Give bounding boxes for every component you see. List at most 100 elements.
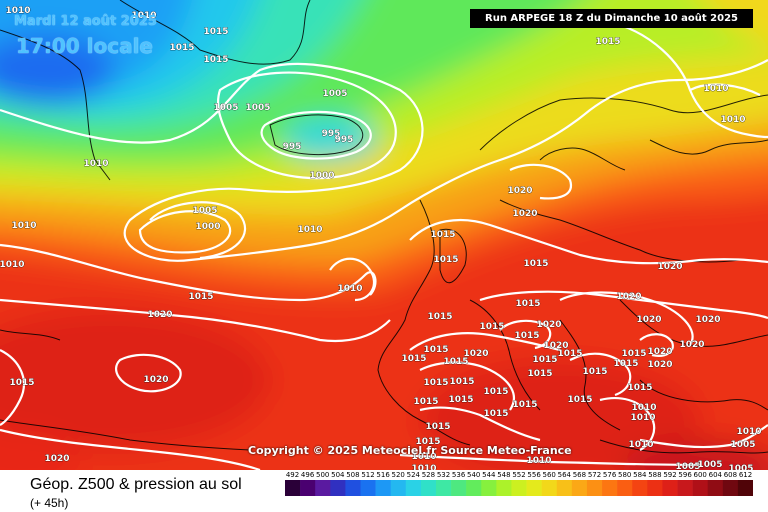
legend-swatch — [541, 480, 558, 496]
isobar-label: 1015 — [425, 422, 450, 432]
legend-value: 508 — [346, 471, 360, 479]
isobar-label: 1005 — [730, 440, 755, 450]
legend-swatch — [677, 480, 693, 496]
legend-value: 604 — [708, 471, 722, 479]
legend-swatch — [586, 480, 603, 496]
legend-swatch — [496, 480, 512, 496]
isobar-label: 1010 — [11, 221, 36, 231]
legend-value: 580 — [618, 471, 632, 479]
legend-value: 612 — [738, 471, 753, 479]
isobar-label: 1020 — [647, 360, 672, 370]
legend-value: 584 — [633, 471, 647, 479]
isobar-label: 995 — [322, 129, 341, 139]
isobar-label: 1010 — [631, 403, 656, 413]
legend-value: 548 — [497, 471, 511, 479]
legend-value: 536 — [451, 471, 466, 479]
isobar-label: 1015 — [582, 367, 607, 377]
legend-value: 576 — [602, 471, 617, 479]
legend-value: 524 — [406, 471, 420, 479]
legend-value: 520 — [391, 471, 405, 479]
legend-value: 500 — [316, 471, 330, 479]
legend-value: 572 — [587, 471, 602, 479]
isobar-label: 1015 — [523, 259, 548, 269]
isobar-label: 1020 — [512, 209, 537, 219]
isobar-label: 1010 — [0, 260, 25, 270]
isobar-label: 1015 — [415, 437, 440, 447]
color-scale-legend — [285, 480, 753, 496]
isobar-label: 1010 — [736, 427, 761, 437]
legend-swatch — [647, 480, 663, 496]
isobar-label: 1015 — [567, 395, 592, 405]
legend-swatch — [737, 480, 753, 496]
isobar-label: 1010 — [337, 284, 362, 294]
isobar-label: 1010 — [703, 84, 728, 94]
legend-swatch — [330, 480, 346, 496]
legend-swatch — [722, 480, 739, 496]
isobar-label: 1015 — [413, 397, 438, 407]
legend-swatch — [405, 480, 422, 496]
isobar-label: 1015 — [443, 357, 468, 367]
isobar-label: 1015 — [9, 378, 34, 388]
isobar-label: 1020 — [147, 310, 172, 320]
legend-swatch — [617, 480, 633, 496]
legend-swatch — [451, 480, 467, 496]
legend-value-labels: 492 496 500 504 508 512 516 520 524 528 532 536 540 5… — [285, 471, 753, 480]
legend-swatch — [602, 480, 618, 496]
geopotential-color-field — [0, 0, 768, 470]
legend-swatch — [481, 480, 497, 496]
legend-swatch — [692, 480, 709, 496]
legend-value: 496 — [300, 471, 315, 479]
legend-swatch — [375, 480, 391, 496]
isobar-label: 1015 — [557, 349, 582, 359]
isobar-label: 1010 — [628, 440, 653, 450]
isobar-label: 1015 — [613, 359, 638, 369]
legend-value: 532 — [436, 471, 451, 479]
isobar-label: 1020 — [616, 292, 641, 302]
isobar-label: 1010 — [720, 115, 745, 125]
legend-swatch — [360, 480, 376, 496]
isobar-label: 1015 — [433, 255, 458, 265]
legend-value: 492 — [285, 471, 300, 479]
isobar-label: 1005 — [192, 206, 217, 216]
isobar-label: 1010 — [83, 159, 108, 169]
isobar-label: 1015 — [427, 312, 452, 322]
isobar-label: 1020 — [636, 315, 661, 325]
legend-value: 516 — [376, 471, 390, 479]
legend-swatch — [345, 480, 361, 496]
isobar-label: 1005 — [213, 103, 238, 113]
isobar-label: 1020 — [647, 347, 672, 357]
isobar-label: 1005 — [697, 460, 722, 470]
isobar-label: 1015 — [512, 400, 537, 410]
isobar-label: 1020 — [543, 341, 568, 351]
isobar-label: 1015 — [401, 354, 426, 364]
legend-value: 540 — [467, 471, 481, 479]
map-footer: Géop. Z500 & pression au sol (+ 45h) 492… — [0, 470, 768, 512]
isobar-label: 1015 — [203, 55, 228, 65]
legend-value: 608 — [723, 471, 738, 479]
isobar-label: 1005 — [322, 89, 347, 99]
isobar-label: 1020 — [695, 315, 720, 325]
isobar-label: 1000 — [195, 222, 220, 232]
legend-value: 560 — [542, 471, 556, 479]
legend-value: 588 — [648, 471, 662, 479]
isobar-label: 1015 — [423, 345, 448, 355]
isobar-label: 1010 — [411, 464, 436, 470]
isobar-label: 1020 — [143, 375, 168, 385]
isobar-label: 1015 — [621, 349, 646, 359]
isobar-label: 1020 — [536, 320, 561, 330]
isobar-label: 1015 — [423, 378, 448, 388]
isobar-label: 1015 — [527, 369, 552, 379]
isobar-label: 1020 — [657, 262, 682, 272]
isobar-label: 1015 — [188, 292, 213, 302]
isobar-label: 1010 — [411, 452, 436, 462]
legend-swatch — [707, 480, 724, 496]
isobar-label: 1015 — [169, 43, 194, 53]
product-title: Géop. Z500 & pression au sol — [30, 476, 242, 493]
isobar-label: 1015 — [514, 331, 539, 341]
legend-value: 552 — [512, 471, 526, 479]
legend-value: 568 — [572, 471, 587, 479]
legend-swatch — [285, 480, 301, 496]
isobar-label: 1020 — [679, 340, 704, 350]
model-run-info: Run ARPEGE 18 Z du Dimanche 10 août 2025 — [470, 9, 753, 28]
